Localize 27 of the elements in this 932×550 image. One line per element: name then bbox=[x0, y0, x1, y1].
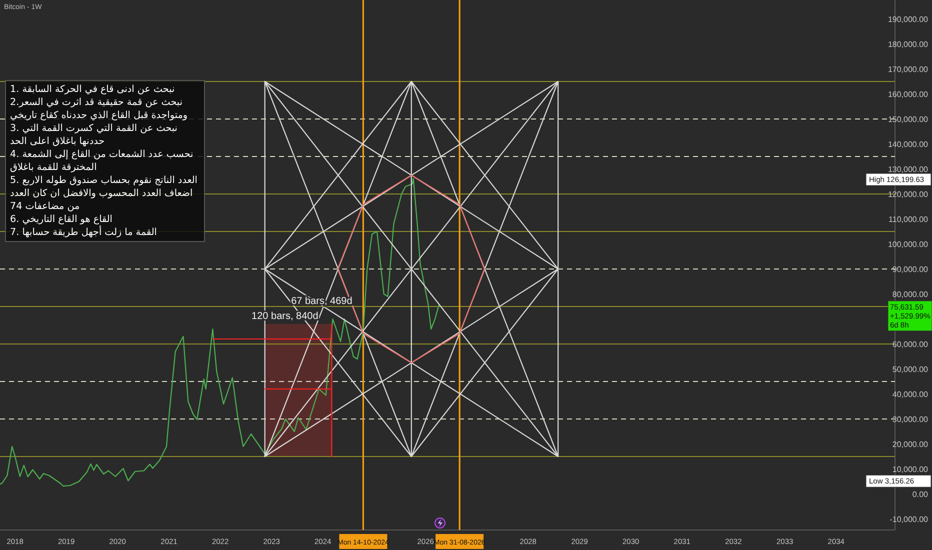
y-tick-label: -10,000.00 bbox=[890, 515, 929, 524]
annotation: 3. نبحث عن القمة التي كسرت القمة التي حددنها باغلاق اعلى الحد bbox=[10, 122, 178, 148]
annotation: 5. العدد الناتج نقوم بحساب صندوق طوله الاربع اضعاف العدد المحسوب والافضل ان كان العدد من مضاعفات 74 bbox=[10, 174, 198, 213]
y-tick-label: 40,000.00 bbox=[892, 390, 929, 399]
y-tick-label: 60,000.00 bbox=[892, 340, 929, 349]
y-tick-label: 170,000.00 bbox=[888, 65, 929, 74]
y-tick-label: 90,000.00 bbox=[892, 265, 929, 274]
y-tick-label: 190,000.00 bbox=[888, 15, 929, 24]
y-tick-label: 150,000.00 bbox=[888, 115, 929, 124]
annotation: 1. نبحث عن ادنى قاع في الحركة السابقة bbox=[10, 83, 176, 96]
y-tick-label: 100,000.00 bbox=[888, 240, 929, 249]
annotation: 7. القمة ما زلت أجهل طريقة حسابها bbox=[10, 226, 158, 239]
y-tick-label: 20,000.00 bbox=[892, 440, 929, 449]
y-tick-label: 10,000.00 bbox=[892, 465, 929, 474]
y-tick-label: 140,000.00 bbox=[888, 140, 929, 149]
y-tick-label: 120,000.00 bbox=[888, 190, 929, 199]
y-tick-label: 180,000.00 bbox=[888, 40, 929, 49]
annotation: 6. القاع هو القاع التاريخي bbox=[10, 213, 114, 226]
annotation: 4. نحسب عدد الشمعات من القاع إلى الشمعة المخترقة للقمة باغلاق bbox=[10, 148, 194, 174]
y-tick-label: 50,000.00 bbox=[892, 365, 929, 374]
y-tick-label: 160,000.00 bbox=[888, 90, 929, 99]
y-tick-label: 0.00 bbox=[912, 490, 929, 499]
y-tick-label: 80,000.00 bbox=[892, 290, 929, 299]
y-tick-label: 110,000.00 bbox=[888, 215, 929, 224]
annotation: 2.نبحث عن قمة حقيقية قد اثرت في السعر ومتواجدة قبل القاع الذي حددناه كقاع تاريخي bbox=[10, 96, 189, 122]
y-tick-label: 30,000.00 bbox=[892, 415, 929, 424]
y-tick-label: 130,000.00 bbox=[888, 165, 929, 174]
